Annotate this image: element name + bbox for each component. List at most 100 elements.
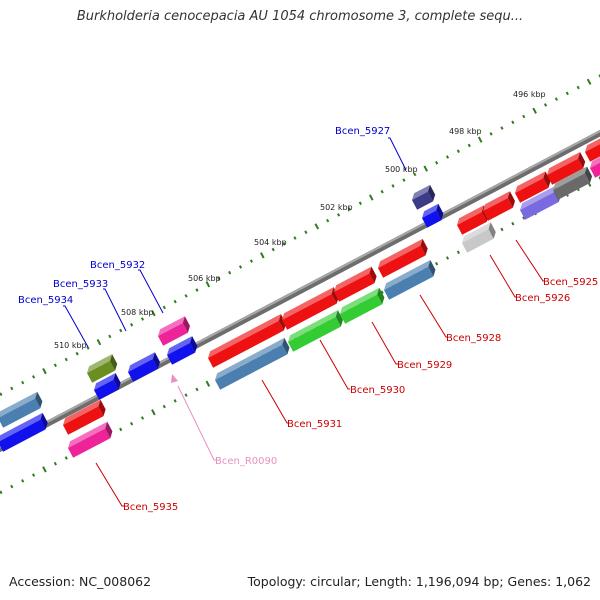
gene-feature-bcen-5935-upper[interactable]: [61, 399, 108, 435]
outer-tick: [42, 367, 47, 375]
outer-tick: [586, 78, 592, 85]
gene-label-bcen-5935[interactable]: Bcen_5935: [123, 502, 178, 513]
gene-feature-bcen-5933[interactable]: [126, 352, 163, 382]
rna-feature-marker[interactable]: [171, 374, 178, 383]
feature-front-face: [547, 158, 584, 185]
gene-feature-pink-right[interactable]: [588, 154, 600, 178]
feature-side-face: [488, 222, 496, 239]
gene-label-bcen-5925[interactable]: Bcen_5925: [543, 277, 598, 288]
outer-tick: [119, 328, 123, 333]
gene-feature-bcen-5935[interactable]: [66, 421, 115, 458]
gene-feature-bcen-5934-lower[interactable]: [92, 373, 123, 400]
feature-side-face: [40, 412, 48, 430]
inner-tick: [42, 466, 47, 473]
scale-label: 510 kbp: [54, 341, 87, 350]
outer-tick: [314, 223, 320, 230]
outer-tick: [598, 74, 600, 78]
inner-tick: [205, 380, 211, 387]
gene-label-bcen-5926[interactable]: Bcen_5926: [515, 293, 570, 304]
gene-feature-darkgray[interactable]: [551, 166, 595, 200]
gene-label-bcen-5927[interactable]: Bcen_5927: [335, 126, 390, 137]
chromosome-backbone: [0, 129, 600, 453]
feature-front-face: [483, 197, 513, 221]
leader-bcen-5934: [63, 305, 89, 348]
gene-feature-red-6[interactable]: [545, 151, 588, 185]
scale-label: 496 kbp: [513, 90, 546, 99]
genome-stats-text: Topology: circular; Length: 1,196,094 bp…: [247, 574, 591, 589]
leader-bcen-5925: [515, 239, 545, 282]
inner-tick: [53, 461, 57, 466]
gene-feature-bcen-5928-upper[interactable]: [376, 238, 430, 278]
gene-label-bcen-5934[interactable]: Bcen_5934: [18, 295, 73, 306]
feature-side-face: [335, 310, 344, 327]
leader-bcen-5933: [103, 288, 127, 332]
feature-top-face: [520, 185, 556, 210]
inner-tick: [500, 227, 504, 232]
gene-features[interactable]: [0, 135, 600, 458]
feature-front-face: [384, 266, 434, 300]
outer-tick: [467, 143, 471, 148]
feature-front-face: [158, 322, 188, 346]
gene-label-bcen-5929[interactable]: Bcen_5929: [397, 360, 452, 371]
gene-feature-bcen-5927[interactable]: [410, 184, 438, 210]
gene-feature-bcen-5929-upper[interactable]: [332, 266, 379, 302]
outer-tick: [456, 149, 460, 154]
gene-label-bcen-5933[interactable]: Bcen_5933: [53, 279, 108, 290]
feature-top-face: [553, 166, 587, 190]
feature-top-face: [167, 336, 193, 355]
feature-front-face: [288, 316, 341, 352]
feature-front-face: [590, 161, 600, 178]
feature-side-face: [152, 352, 161, 369]
gene-feature-bcen-5930[interactable]: [286, 310, 346, 352]
feature-top-face: [0, 412, 43, 442]
gene-feature-bcen-5930-upper[interactable]: [280, 287, 341, 330]
gene-label-bcen-r0090[interactable]: Bcen_R0090: [215, 456, 277, 467]
inner-tick: [184, 393, 188, 397]
backbone-highlight: [0, 130, 600, 448]
inner-tick: [64, 456, 68, 460]
outer-tick: [53, 363, 57, 368]
gene-feature-red-5[interactable]: [513, 171, 553, 203]
outer-tick: [10, 386, 14, 391]
scale-label: 498 kbp: [449, 127, 482, 136]
feature-top-face: [590, 154, 600, 168]
feature-top-face: [208, 314, 281, 358]
gene-label-bcen-5930[interactable]: Bcen_5930: [350, 385, 405, 396]
feature-top-face: [457, 205, 484, 225]
gene-feature-bcen-5932[interactable]: [156, 316, 193, 346]
outer-tick: [86, 346, 90, 350]
gene-feature-bcen-5929[interactable]: [338, 287, 387, 324]
gene-feature-bcen-5931-lower[interactable]: [213, 337, 292, 390]
inner-tick: [31, 473, 36, 477]
feature-top-face: [412, 184, 431, 200]
feature-front-face: [585, 142, 600, 162]
map-title: Burkholderia cenocepacia AU 1054 chromos…: [76, 9, 524, 24]
outer-tick: [326, 218, 330, 223]
outer-tick: [565, 91, 569, 96]
feature-front-face: [167, 342, 196, 365]
gene-feature-left-steelblue[interactable]: [0, 391, 45, 428]
gene-feature-bcen-5932-lower[interactable]: [165, 336, 200, 365]
gene-label-bcen-5931[interactable]: Bcen_5931: [287, 419, 342, 430]
gene-feature-bcen-5931[interactable]: [206, 314, 289, 368]
feature-side-face: [369, 266, 377, 284]
gene-feature-bcen-5928[interactable]: [382, 259, 438, 300]
gene-labels[interactable]: Bcen_5927 Bcen_5932 Bcen_5933 Bcen_5934 Bcen…: [18, 126, 598, 513]
gene-feature-bcen-5927-lower[interactable]: [420, 203, 446, 228]
feature-front-face: [553, 173, 590, 200]
feature-top-face: [215, 337, 285, 380]
gene-feature-bcen-5934[interactable]: [85, 354, 120, 383]
outer-tick: [140, 317, 145, 321]
gene-feature-bcen-5925-upper[interactable]: [481, 191, 518, 221]
inner-tick: [0, 490, 3, 495]
gene-feature-bcen-5926[interactable]: [460, 222, 498, 253]
gene-label-bcen-5928[interactable]: Bcen_5928: [446, 333, 501, 344]
feature-front-face: [462, 229, 494, 253]
gene-feature-left-blue[interactable]: [0, 412, 50, 452]
outer-tick: [293, 236, 297, 240]
feature-top-face: [63, 399, 101, 425]
gene-label-bcen-5932[interactable]: Bcen_5932: [90, 260, 145, 271]
inner-tick: [522, 216, 526, 220]
scale-label: 500 kbp: [385, 165, 418, 174]
